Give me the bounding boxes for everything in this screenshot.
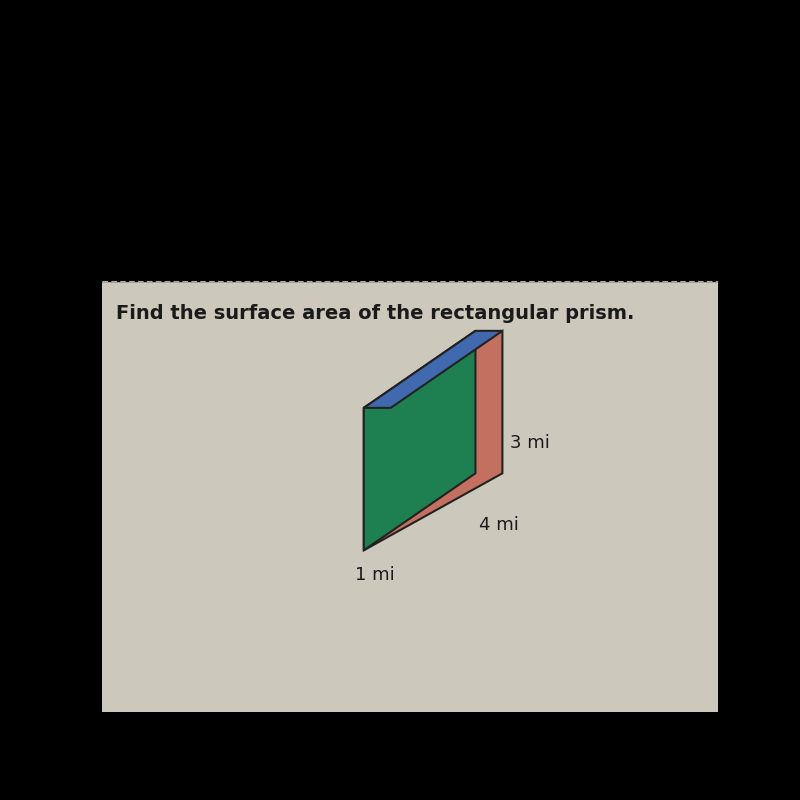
Text: 1 mi: 1 mi <box>355 566 395 584</box>
Polygon shape <box>364 331 502 550</box>
Polygon shape <box>364 331 502 408</box>
Text: 3 mi: 3 mi <box>510 434 550 451</box>
Polygon shape <box>364 331 475 550</box>
Text: 4 mi: 4 mi <box>479 516 519 534</box>
Bar <box>102 281 718 712</box>
Bar <box>102 96 718 281</box>
Text: Find the surface area of the rectangular prism.: Find the surface area of the rectangular… <box>116 304 634 323</box>
